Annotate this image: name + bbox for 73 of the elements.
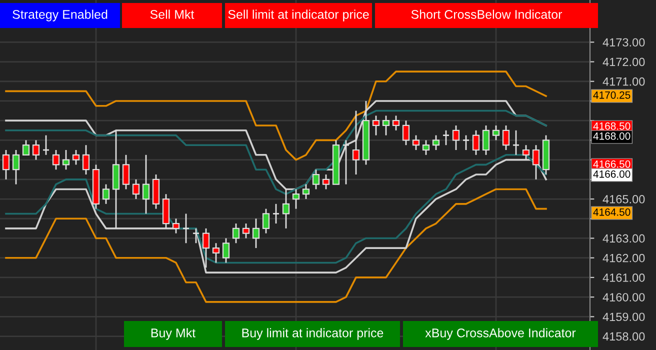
line-series — [5, 110, 547, 196]
candlestick — [452, 124, 460, 151]
annotation: Sell Mkt — [150, 10, 194, 19]
candlestick — [182, 213, 190, 244]
candlestick — [342, 140, 350, 186]
candlestick — [72, 149, 80, 166]
y-tick-label: 4162.00 — [602, 254, 645, 262]
candlestick — [232, 222, 240, 244]
y-tick-label: 4171.00 — [602, 77, 645, 86]
annotation: Short CrossBelow Indicator — [411, 10, 562, 19]
text: 4164.50 — [593, 208, 630, 216]
candlestick — [322, 174, 330, 190]
text: 4170.25 — [593, 91, 630, 99]
y-tick-label: 4159.00 — [602, 312, 645, 322]
text: 4166.50 — [593, 160, 630, 168]
line-series — [5, 70, 547, 161]
candlestick — [202, 228, 210, 268]
candlestick — [302, 184, 310, 200]
candlestick — [192, 228, 200, 244]
candlestick — [12, 149, 20, 186]
candlestick — [32, 140, 40, 160]
y-tick-label: 4173.00 — [602, 38, 645, 47]
y-tick-label: 4158.00 — [602, 332, 645, 341]
annotation: Sell limit at indicator price — [228, 10, 369, 22]
y-tick-label: 4161.00 — [602, 273, 645, 282]
candlestick — [442, 130, 450, 146]
text: 4168.50 — [593, 122, 630, 130]
candlestick — [382, 114, 390, 136]
annotation: Buy Mkt — [151, 328, 196, 340]
text: 4168.00 — [593, 132, 630, 140]
candlestick — [132, 178, 140, 200]
candlestick — [252, 218, 260, 249]
candlestick — [102, 184, 110, 205]
annotation: Buy limit at indicator price — [242, 328, 384, 340]
candlestick — [482, 124, 490, 156]
candlestick — [522, 144, 530, 160]
y-tick-label: 4163.00 — [602, 234, 645, 243]
candlestick — [532, 144, 540, 180]
candlestick — [212, 242, 220, 264]
candlestick — [82, 144, 90, 176]
candlestick — [242, 222, 250, 239]
y-tick-label: 4165.00 — [602, 195, 645, 204]
annotation: xBuy CrossAbove Indicator — [425, 328, 576, 340]
candlestick — [392, 114, 400, 132]
candlestick — [272, 203, 280, 224]
candlestick — [502, 124, 510, 151]
candlestick — [172, 218, 180, 234]
candlestick — [492, 124, 500, 141]
candlestick — [352, 110, 360, 176]
candlestick — [62, 149, 70, 170]
candlestick — [282, 188, 290, 230]
y-tick-label: 4160.00 — [602, 293, 645, 302]
line-series — [5, 188, 547, 303]
candlestick — [412, 134, 420, 151]
candlestick — [312, 168, 320, 190]
candlestick — [432, 134, 440, 151]
candlestick — [222, 238, 230, 264]
annotation: Strategy Enabled — [12, 10, 108, 22]
candlestick — [52, 149, 60, 170]
candlestick — [422, 140, 430, 156]
candlestick — [292, 188, 300, 210]
candlestick — [472, 130, 480, 156]
y-tick-label: 4172.00 — [602, 58, 645, 66]
candlestick — [372, 114, 380, 136]
candlestick — [402, 120, 410, 146]
candlestick — [2, 149, 10, 180]
candlestick — [122, 154, 130, 190]
candlestick — [262, 208, 270, 234]
candlestick — [142, 154, 150, 214]
candlestick — [512, 130, 520, 156]
text: 4166.00 — [593, 170, 630, 178]
candlestick — [22, 140, 30, 156]
candlestick — [462, 134, 470, 151]
